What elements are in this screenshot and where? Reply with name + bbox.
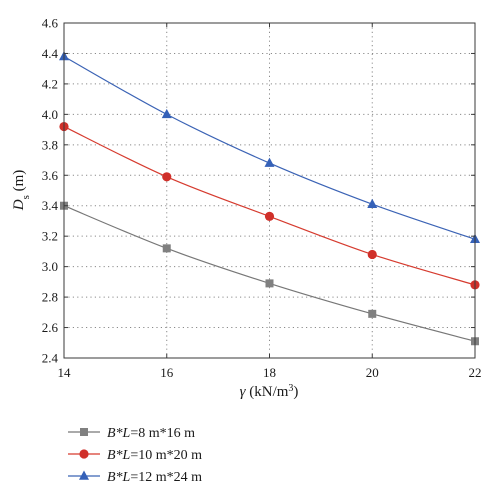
y-tick-label: 2.4 [42, 351, 59, 366]
data-point-triangle [161, 108, 172, 119]
y-tick-label: 3.6 [42, 168, 59, 183]
legend-label: B*L=8 m*16 m [107, 426, 195, 441]
legend: B*L=8 m*16 m B*L=10 m*20 m B*L=12 m*24 m [68, 426, 202, 485]
data-point-circle [264, 211, 275, 221]
x-tick-label: 16 [160, 365, 174, 380]
y-tick-label: 3.0 [42, 259, 58, 274]
y-tick-label: 2.8 [42, 290, 58, 305]
series-lines [63, 55, 476, 342]
legend-marker-square [80, 428, 88, 436]
data-point-square [368, 309, 377, 318]
y-tick-label: 4.6 [42, 16, 59, 31]
x-axis-label: γ (kN/m3) [240, 383, 299, 401]
legend-label: B*L=12 m*24 m [107, 470, 202, 485]
y-tick-label: 4.2 [42, 76, 58, 91]
x-tick-label: 20 [366, 365, 379, 380]
x-tick-label: 18 [263, 365, 276, 380]
grid-lines [64, 23, 475, 358]
legend-marker-triangle [79, 470, 89, 480]
y-tick-label: 3.4 [42, 198, 59, 213]
data-point-square [265, 279, 274, 288]
y-tick-label: 4.4 [42, 46, 59, 61]
data-point-circle [367, 249, 377, 260]
y-tick-label: 3.2 [42, 229, 58, 244]
data-point-square [162, 244, 171, 253]
data-point-circle [162, 172, 172, 182]
y-tick-label: 2.6 [42, 320, 59, 335]
x-tick-label: 22 [469, 365, 482, 380]
y-tick-label: 4.0 [42, 107, 58, 122]
legend-marker-circle [79, 449, 89, 459]
data-point-triangle [367, 198, 378, 209]
y-axis-label: Ds (m) [11, 170, 32, 212]
axis-ticks: 14 16 18 20 22 2.4 2.6 2.8 3.0 3.2 3.4 3.6 3.8 4.0 4.2… [42, 16, 482, 381]
legend-label: B*L=10 m*20 m [107, 448, 202, 463]
x-tick-label: 14 [58, 365, 72, 380]
y-tick-label: 3.8 [42, 137, 58, 152]
data-point-triangle [264, 157, 275, 167]
